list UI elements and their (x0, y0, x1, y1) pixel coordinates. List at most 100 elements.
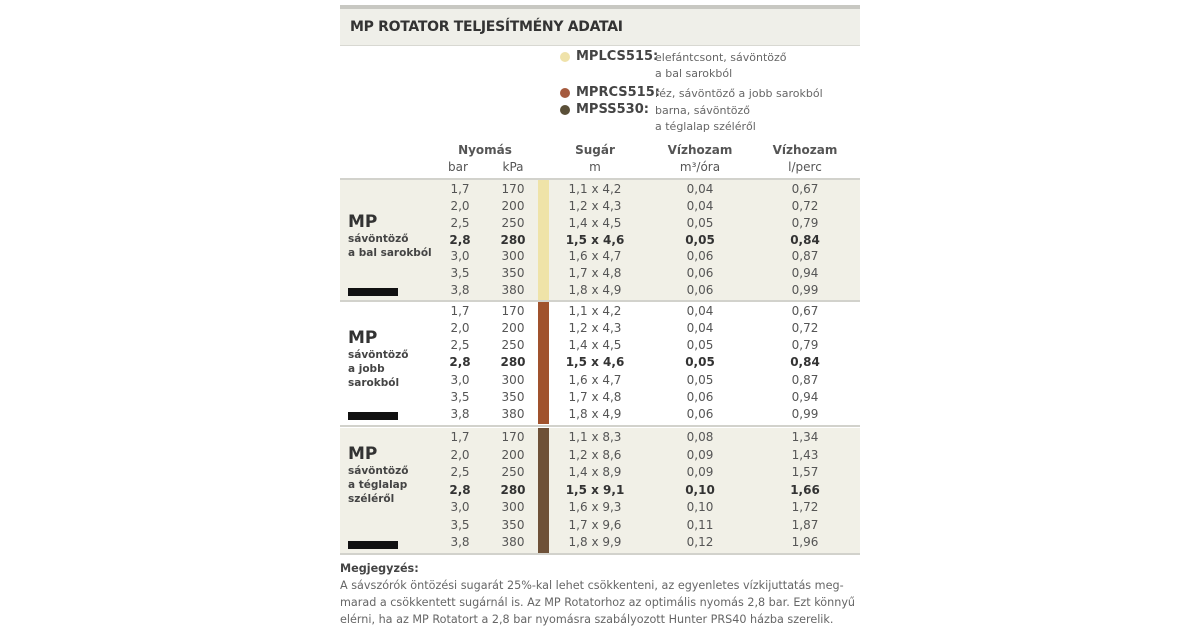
table-cell: 0,10 (685, 482, 715, 497)
table-cell: 350 (501, 266, 525, 281)
section-3: MP sávöntöző a téglalap széléről 1,7 170 1,1 x… (340, 428, 860, 553)
nozzle-color-bar (538, 302, 549, 424)
table-cell: 0,12 (686, 535, 714, 550)
table-cell: 3,5 (450, 517, 470, 532)
section-subtitle: sarokból (348, 377, 400, 389)
table-cell: 280 (500, 232, 526, 247)
table-row: 3,8 380 1,8 x 4,9 0,06 0,99 (340, 406, 860, 423)
table-cell: 3,8 (450, 535, 470, 550)
table-cell: 0,99 (791, 283, 819, 298)
table-cell: 1,2 x 4,3 (568, 321, 622, 336)
table-cell: 170 (501, 182, 525, 196)
table-cell: 0,72 (791, 321, 819, 336)
table-cell: 1,8 x 4,9 (568, 406, 622, 421)
section-subtitle: sávöntöző (348, 349, 409, 361)
table-cell: 1,1 x 4,2 (568, 304, 622, 318)
table-row: 1,7 170 1,1 x 8,3 0,08 1,34 (340, 429, 860, 446)
table-cell: 0,67 (791, 182, 819, 196)
header-bar: bar (448, 160, 468, 174)
table-cell: 0,09 (686, 447, 714, 462)
table-cell: 300 (501, 249, 525, 264)
table-row: 3,5 350 1,7 x 4,8 0,06 0,94 (340, 389, 860, 406)
table-cell: 0,94 (791, 266, 819, 281)
table-cell: 3,5 (450, 266, 470, 281)
table-cell: 250 (501, 215, 525, 230)
table-cell: 0,05 (686, 215, 714, 230)
table-cell: 0,04 (686, 198, 714, 213)
table-cell: 1,7 (450, 182, 470, 196)
table-cell: 350 (501, 517, 525, 532)
table-cell: 0,06 (686, 389, 714, 404)
table-cell: 1,5 x 4,6 (565, 355, 625, 370)
table-row: 2,5 250 1,4 x 4,5 0,05 0,79 (340, 215, 860, 232)
spray-pattern-icon (348, 541, 398, 549)
legend-desc: barna, sávöntöző a téglalap széléről (655, 104, 756, 133)
table-cell: 2,0 (450, 198, 470, 213)
table-cell: 0,06 (686, 406, 714, 421)
table-cell: 0,10 (686, 500, 714, 515)
table-cell: 280 (500, 482, 526, 497)
table-cell: 1,5 x 9,1 (565, 482, 625, 497)
table-cell: 1,7 x 9,6 (568, 517, 622, 532)
table-cell: 0,11 (686, 517, 714, 532)
table-row: 2,0 200 1,2 x 8,6 0,09 1,43 (340, 447, 860, 464)
legend-desc: réz, sávöntöző a jobb sarokból (655, 87, 823, 100)
table-cell: 0,05 (686, 338, 714, 353)
table-cell: 280 (500, 355, 526, 370)
table-cell: 1,2 x 8,6 (568, 447, 622, 462)
table-cell: 1,4 x 4,5 (568, 338, 622, 353)
notes-line: marad a csökkentett sugárnál is. Az MP R… (340, 596, 856, 609)
section-label: MP sávöntöző a téglalap széléről (348, 445, 408, 506)
table-cell: 200 (501, 321, 525, 336)
performance-table: MP ROTATOR TELJESÍTMÉNY ADATAI MPLCS515:… (340, 0, 860, 630)
table-cell: 2,5 (450, 465, 470, 480)
table-cell: 1,7 (450, 304, 470, 318)
nozzle-color-bar (538, 428, 549, 553)
table-cell: 2,5 (450, 338, 470, 353)
section-subtitle: a téglalap (348, 479, 408, 491)
table-cell: 0,05 (686, 372, 714, 387)
legend-code: MPSS530: (576, 102, 649, 117)
table-cell: 0,94 (791, 389, 819, 404)
table-cell: 1,6 x 9,3 (568, 500, 622, 515)
table-cell: 170 (501, 430, 525, 444)
table-cell: 0,04 (686, 321, 714, 336)
header-flow-lpm-unit: l/perc (788, 160, 822, 174)
table-cell: 1,57 (791, 465, 819, 480)
table-cell: 0,05 (685, 232, 715, 247)
section-subtitle: a jobb (348, 363, 385, 375)
table-cell: 3,0 (450, 372, 470, 387)
section-label: MP sávöntöző a jobb sarokból (348, 329, 408, 390)
table-cell: 1,7 x 4,8 (568, 389, 622, 404)
header-kpa: kPa (502, 160, 524, 174)
header-pressure: Nyomás (458, 143, 512, 157)
table-row: 3,0 300 1,6 x 9,3 0,10 1,72 (340, 499, 860, 516)
section-title: MP (348, 444, 378, 464)
table-row: 2,8 280 1,5 x 4,6 0,05 0,84 (340, 354, 860, 371)
table-cell: 1,7 (450, 430, 470, 444)
table-cell: 3,8 (450, 406, 470, 421)
table-cell: 300 (501, 372, 525, 387)
top-rule (340, 5, 860, 9)
table-cell: 1,1 x 8,3 (568, 430, 622, 444)
table-cell: 0,84 (790, 232, 820, 247)
table-cell: 250 (501, 465, 525, 480)
section-1: MP sávöntöző a bal sarokból 1,7 170 1,1 x 4,2… (340, 180, 860, 300)
table-cell: 1,34 (791, 430, 819, 444)
table-cell: 1,4 x 8,9 (568, 465, 622, 480)
table-cell: 1,87 (791, 517, 819, 532)
table-cell: 2,0 (450, 447, 470, 462)
table-row: 2,8 280 1,5 x 9,1 0,10 1,66 (340, 482, 860, 499)
table-cell: 2,0 (450, 321, 470, 336)
table-cell: 1,6 x 4,7 (568, 372, 622, 387)
table-cell: 2,5 (450, 215, 470, 230)
table-row: 1,7 170 1,1 x 4,2 0,04 0,67 (340, 181, 860, 198)
legend-code: MPRCS515: (576, 85, 660, 100)
section-subtitle: sávöntöző (348, 465, 409, 477)
section-divider (340, 553, 860, 555)
legend-code: MPLCS515: (576, 49, 659, 64)
table-row: 2,0 200 1,2 x 4,3 0,04 0,72 (340, 198, 860, 215)
table-cell: 380 (501, 283, 525, 298)
page-title: MP ROTATOR TELJESÍTMÉNY ADATAI (350, 19, 623, 35)
header-radius-unit: m (589, 160, 601, 174)
